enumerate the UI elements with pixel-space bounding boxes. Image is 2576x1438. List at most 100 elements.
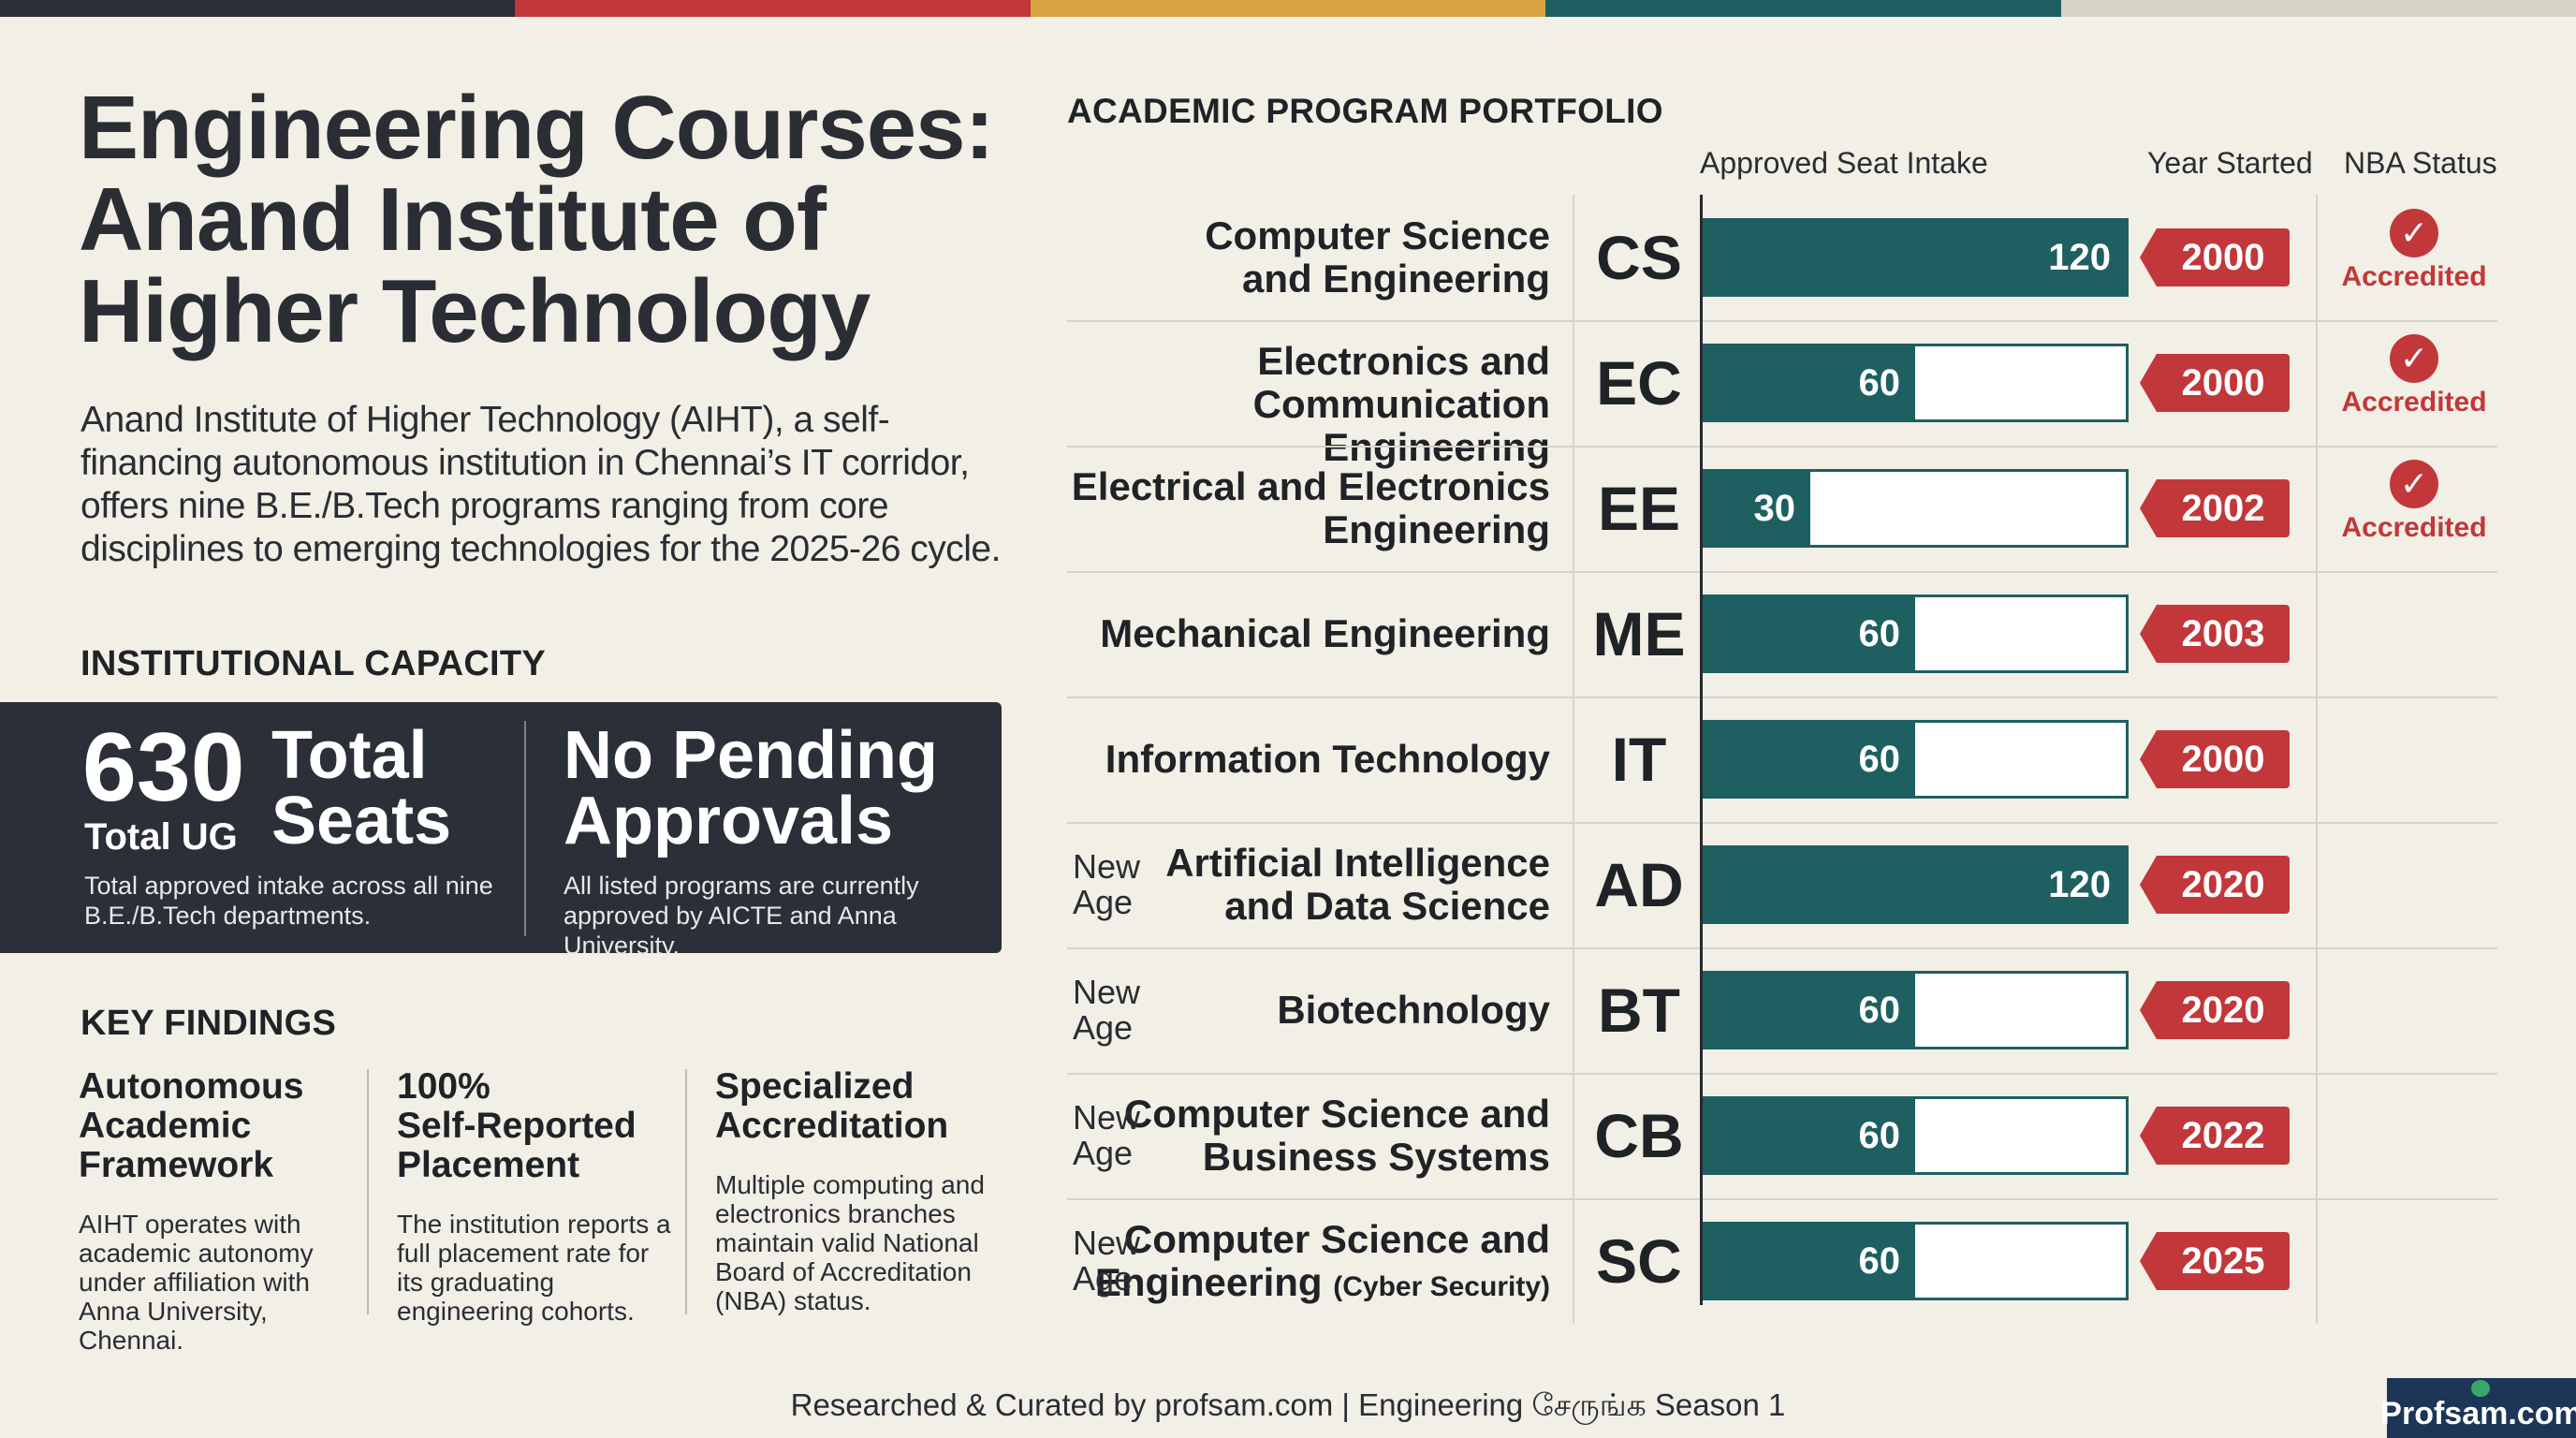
program-code: CB (1594, 1101, 1684, 1170)
nba-column-header: NBA Status (2344, 146, 2497, 180)
intake-bar: 120 (1702, 845, 2129, 924)
intake-value-label: 60 (1858, 738, 1901, 780)
finding-text: Multiple computing and electronics branc… (715, 1170, 985, 1315)
intake-bar-fill: 60 (1705, 974, 1915, 1047)
program-name: Computer Science and Engineering (Cyber … (1063, 1218, 1550, 1309)
intake-bar-fill: 60 (1705, 597, 1915, 670)
program-name: Electronics and Communication Engineerin… (1063, 340, 1550, 469)
program-name-text: Biotechnology (1277, 988, 1550, 1032)
capacity-panel: 630 Total UG Total Seats Total approved … (0, 702, 1002, 960)
finding-accreditation: Specialized Accreditation Multiple compu… (715, 1066, 996, 1316)
nba-column-line (2316, 195, 2318, 1324)
program-name-text: Electronics and Communication Engineerin… (1252, 339, 1550, 469)
intake-bar: 120 (1702, 218, 2129, 297)
page-title: Engineering Courses: Anand Institute of … (79, 78, 995, 361)
intake-bar-fill: 60 (1705, 346, 1915, 419)
portfolio-heading: ACADEMIC PROGRAM PORTFOLIO (1067, 92, 1663, 130)
intake-axis-line (1700, 195, 1703, 1305)
program-name: Information Technology (1063, 738, 1550, 781)
intake-value-label: 120 (2048, 863, 2111, 905)
program-code: IT (1611, 725, 1667, 794)
row-separator (1067, 571, 2497, 573)
program-name: Electrical and Electronics Engineering (1063, 465, 1550, 551)
intake-value-label: 60 (1858, 1240, 1901, 1282)
program-name-text: Artificial Intelligence and Data Science (1165, 841, 1550, 928)
program-name: Computer Science and Engineering (1063, 214, 1550, 301)
intake-bar: 60 (1702, 971, 2129, 1049)
year-started-tag: 2000 (2140, 228, 2290, 286)
new-age-label: New Age (1073, 973, 1141, 1047)
program-name-text: Computer Science and Business Systems (1123, 1092, 1550, 1179)
program-name: Computer Science and Business Systems (1063, 1093, 1550, 1179)
intake-bar-fill: 60 (1705, 1099, 1915, 1172)
intake-bar-fill: 60 (1705, 1225, 1915, 1298)
row-separator (1067, 947, 2497, 949)
intake-bar: 60 (1702, 344, 2129, 422)
intake-bar-fill: 120 (1705, 221, 2126, 294)
intake-bar: 30 (1702, 469, 2129, 548)
logo-text: Profsam.com (2380, 1396, 2576, 1431)
year-started-tag: 2000 (2140, 354, 2290, 412)
approvals-title: No Pending Approvals (564, 718, 938, 858)
nba-status-label: Accredited (2341, 512, 2487, 543)
total-seats-number: 630 (82, 713, 245, 822)
row-separator (1067, 1198, 2497, 1200)
intake-value-label: 60 (1858, 1114, 1901, 1156)
logo-mascot-icon (2471, 1380, 2490, 1397)
stripe-segment (515, 0, 1031, 17)
program-code: ME (1592, 599, 1686, 668)
intake-value-label: 30 (1753, 487, 1796, 529)
program-name-text: Information Technology (1105, 737, 1550, 781)
program-code: SC (1596, 1226, 1682, 1296)
year-started-tag: 2020 (2140, 856, 2290, 914)
intake-value-label: 60 (1858, 989, 1901, 1031)
year-started-tag: 2022 (2140, 1107, 2290, 1165)
program-code: BT (1598, 976, 1680, 1045)
footer-credit: Researched & Curated by profsam.com | En… (790, 1387, 1786, 1422)
program-code: EC (1596, 348, 1682, 418)
stripe-segment (1030, 0, 1546, 17)
top-color-stripe (0, 0, 2576, 17)
intake-bar: 60 (1702, 1096, 2129, 1175)
intake-value-label: 60 (1858, 612, 1901, 654)
program-name-text: Computer Science and Engineering (1094, 1217, 1550, 1304)
capacity-divider (524, 721, 526, 936)
program-name-text: Electrical and Electronics Engineering (1071, 464, 1550, 551)
year-started-tag: 2025 (2140, 1232, 2290, 1290)
finding-title: Specialized Accreditation (715, 1066, 949, 1146)
program-name: Mechanical Engineering (1063, 612, 1550, 655)
intro-paragraph: Anand Institute of Higher Technology (AI… (80, 400, 1001, 569)
intake-bar-fill: 30 (1705, 472, 1810, 545)
new-age-label: New Age (1073, 847, 1141, 921)
capacity-heading: INSTITUTIONAL CAPACITY (80, 644, 547, 683)
intake-value-label: 60 (1858, 361, 1901, 404)
stripe-segment (1545, 0, 2061, 17)
total-ug-label: Total UG (84, 816, 238, 858)
stripe-segment (0, 0, 516, 17)
row-separator (1067, 446, 2497, 448)
nba-status: ✓ Accredited (2316, 209, 2512, 293)
finding-divider (367, 1069, 369, 1314)
total-seats-label: Total Seats (271, 718, 452, 858)
row-separator (1067, 822, 2497, 824)
intake-column-header: Approved Seat Intake (1700, 146, 1988, 180)
row-separator (1067, 320, 2497, 322)
row-separator (1067, 697, 2497, 698)
new-age-label: New Age (1073, 1098, 1141, 1172)
code-column-line (1573, 195, 1574, 1324)
nba-status: ✓ Accredited (2316, 334, 2512, 418)
year-started-tag: 2003 (2140, 605, 2290, 663)
program-code: CS (1596, 223, 1682, 292)
check-circle-icon: ✓ (2390, 460, 2438, 508)
approvals-description: All listed programs are currently approv… (564, 872, 919, 960)
program-name-text: Computer Science and Engineering (1205, 213, 1550, 301)
intake-bar: 60 (1702, 1222, 2129, 1300)
total-seats-description: Total approved intake across all nine B.… (84, 872, 493, 930)
program-code: AD (1594, 850, 1684, 919)
finding-text: AIHT operates with academic autonomy und… (79, 1210, 314, 1355)
check-circle-icon: ✓ (2390, 334, 2438, 383)
intake-bar-fill: 120 (1705, 848, 2126, 921)
new-age-label: New Age (1073, 1224, 1141, 1298)
finding-autonomy: Autonomous Academic Framework AIHT opera… (79, 1067, 359, 1356)
nba-status-label: Accredited (2341, 261, 2487, 292)
